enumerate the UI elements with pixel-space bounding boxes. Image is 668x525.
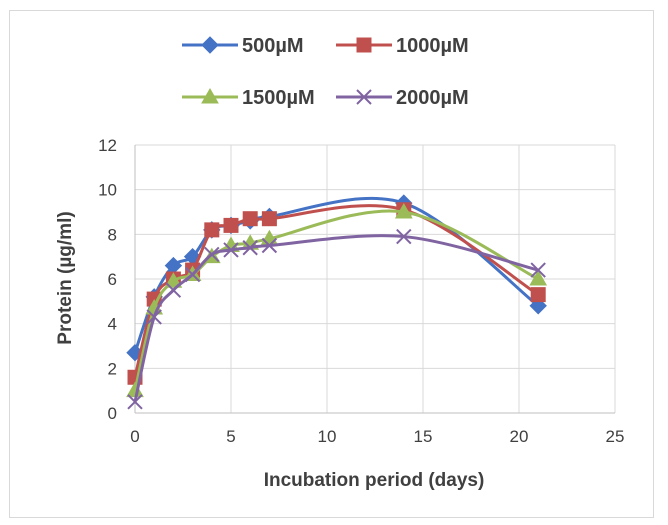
data-point-1000m <box>204 222 220 238</box>
data-point-2000m <box>396 228 412 245</box>
data-point-2000m <box>223 242 239 258</box>
x-tick-label: 10 <box>318 427 337 446</box>
legend-label-1000m: 1000µM <box>396 35 469 57</box>
legend-label-1500m: 1500µM <box>242 87 315 109</box>
data-point-1500m <box>394 202 413 219</box>
x-tick-label: 0 <box>130 427 139 446</box>
data-point-1500m <box>529 269 548 286</box>
data-point-2000m <box>261 237 278 254</box>
legend: 500µM 1000µM 1500µM 2000µM <box>182 35 469 109</box>
data-point-1000m <box>261 211 277 227</box>
series-line-1000m <box>133 204 540 378</box>
legend-marker-1000m <box>356 37 372 53</box>
y-axis-title: Protein (µg/ml) <box>55 211 76 344</box>
y-tick-label: 0 <box>108 404 117 423</box>
axes <box>134 145 615 414</box>
legend-marker-2000m <box>356 89 372 105</box>
y-tick-label: 12 <box>98 136 117 155</box>
data-point-2000m <box>242 240 258 256</box>
legend-entry-1000m: 1000µM <box>336 35 469 57</box>
series-2000m <box>127 228 546 410</box>
x-tick-label: 5 <box>226 427 235 446</box>
x-tick-label: 25 <box>606 427 625 446</box>
legend-label-2000m: 2000µM <box>396 87 469 109</box>
series-line-2000m <box>133 234 539 403</box>
y-tick-label: 2 <box>108 359 117 378</box>
legend-entry-500m: 500µM <box>182 35 304 57</box>
data-point-2000m <box>146 309 162 325</box>
x-tick-label: 20 <box>510 427 529 446</box>
data-point-2000m <box>165 282 182 298</box>
data-point-1000m <box>530 287 546 303</box>
series-1500m <box>126 202 548 398</box>
y-tick-label: 8 <box>108 225 117 244</box>
data-point-1000m <box>223 217 239 233</box>
x-axis-title: Incubation period (days) <box>264 470 485 491</box>
legend-entry-2000m: 2000µM <box>336 87 469 109</box>
y-tick-label: 4 <box>108 315 117 334</box>
chart-area <box>9 10 654 518</box>
series-1000m <box>127 202 546 385</box>
legend-entry-1500m: 1500µM <box>182 87 315 109</box>
x-axis-tick-labels: 0 5 10 15 20 25 <box>130 427 624 446</box>
data-series <box>126 194 548 410</box>
legend-marker-500m <box>201 36 219 54</box>
y-tick-label: 6 <box>108 270 117 289</box>
legend-label-500m: 500µM <box>242 35 304 57</box>
data-point-1500m <box>164 272 183 288</box>
legend-marker-1500m <box>201 87 219 104</box>
y-tick-label: 10 <box>98 181 117 200</box>
data-point-2000m <box>204 246 220 263</box>
data-point-1000m <box>242 211 258 227</box>
data-point-2000m <box>184 266 201 283</box>
data-point-2000m <box>127 394 143 410</box>
data-point-2000m <box>530 262 546 278</box>
x-tick-label: 15 <box>414 427 433 446</box>
y-axis-tick-labels: 0 2 4 6 8 10 12 <box>98 136 117 423</box>
